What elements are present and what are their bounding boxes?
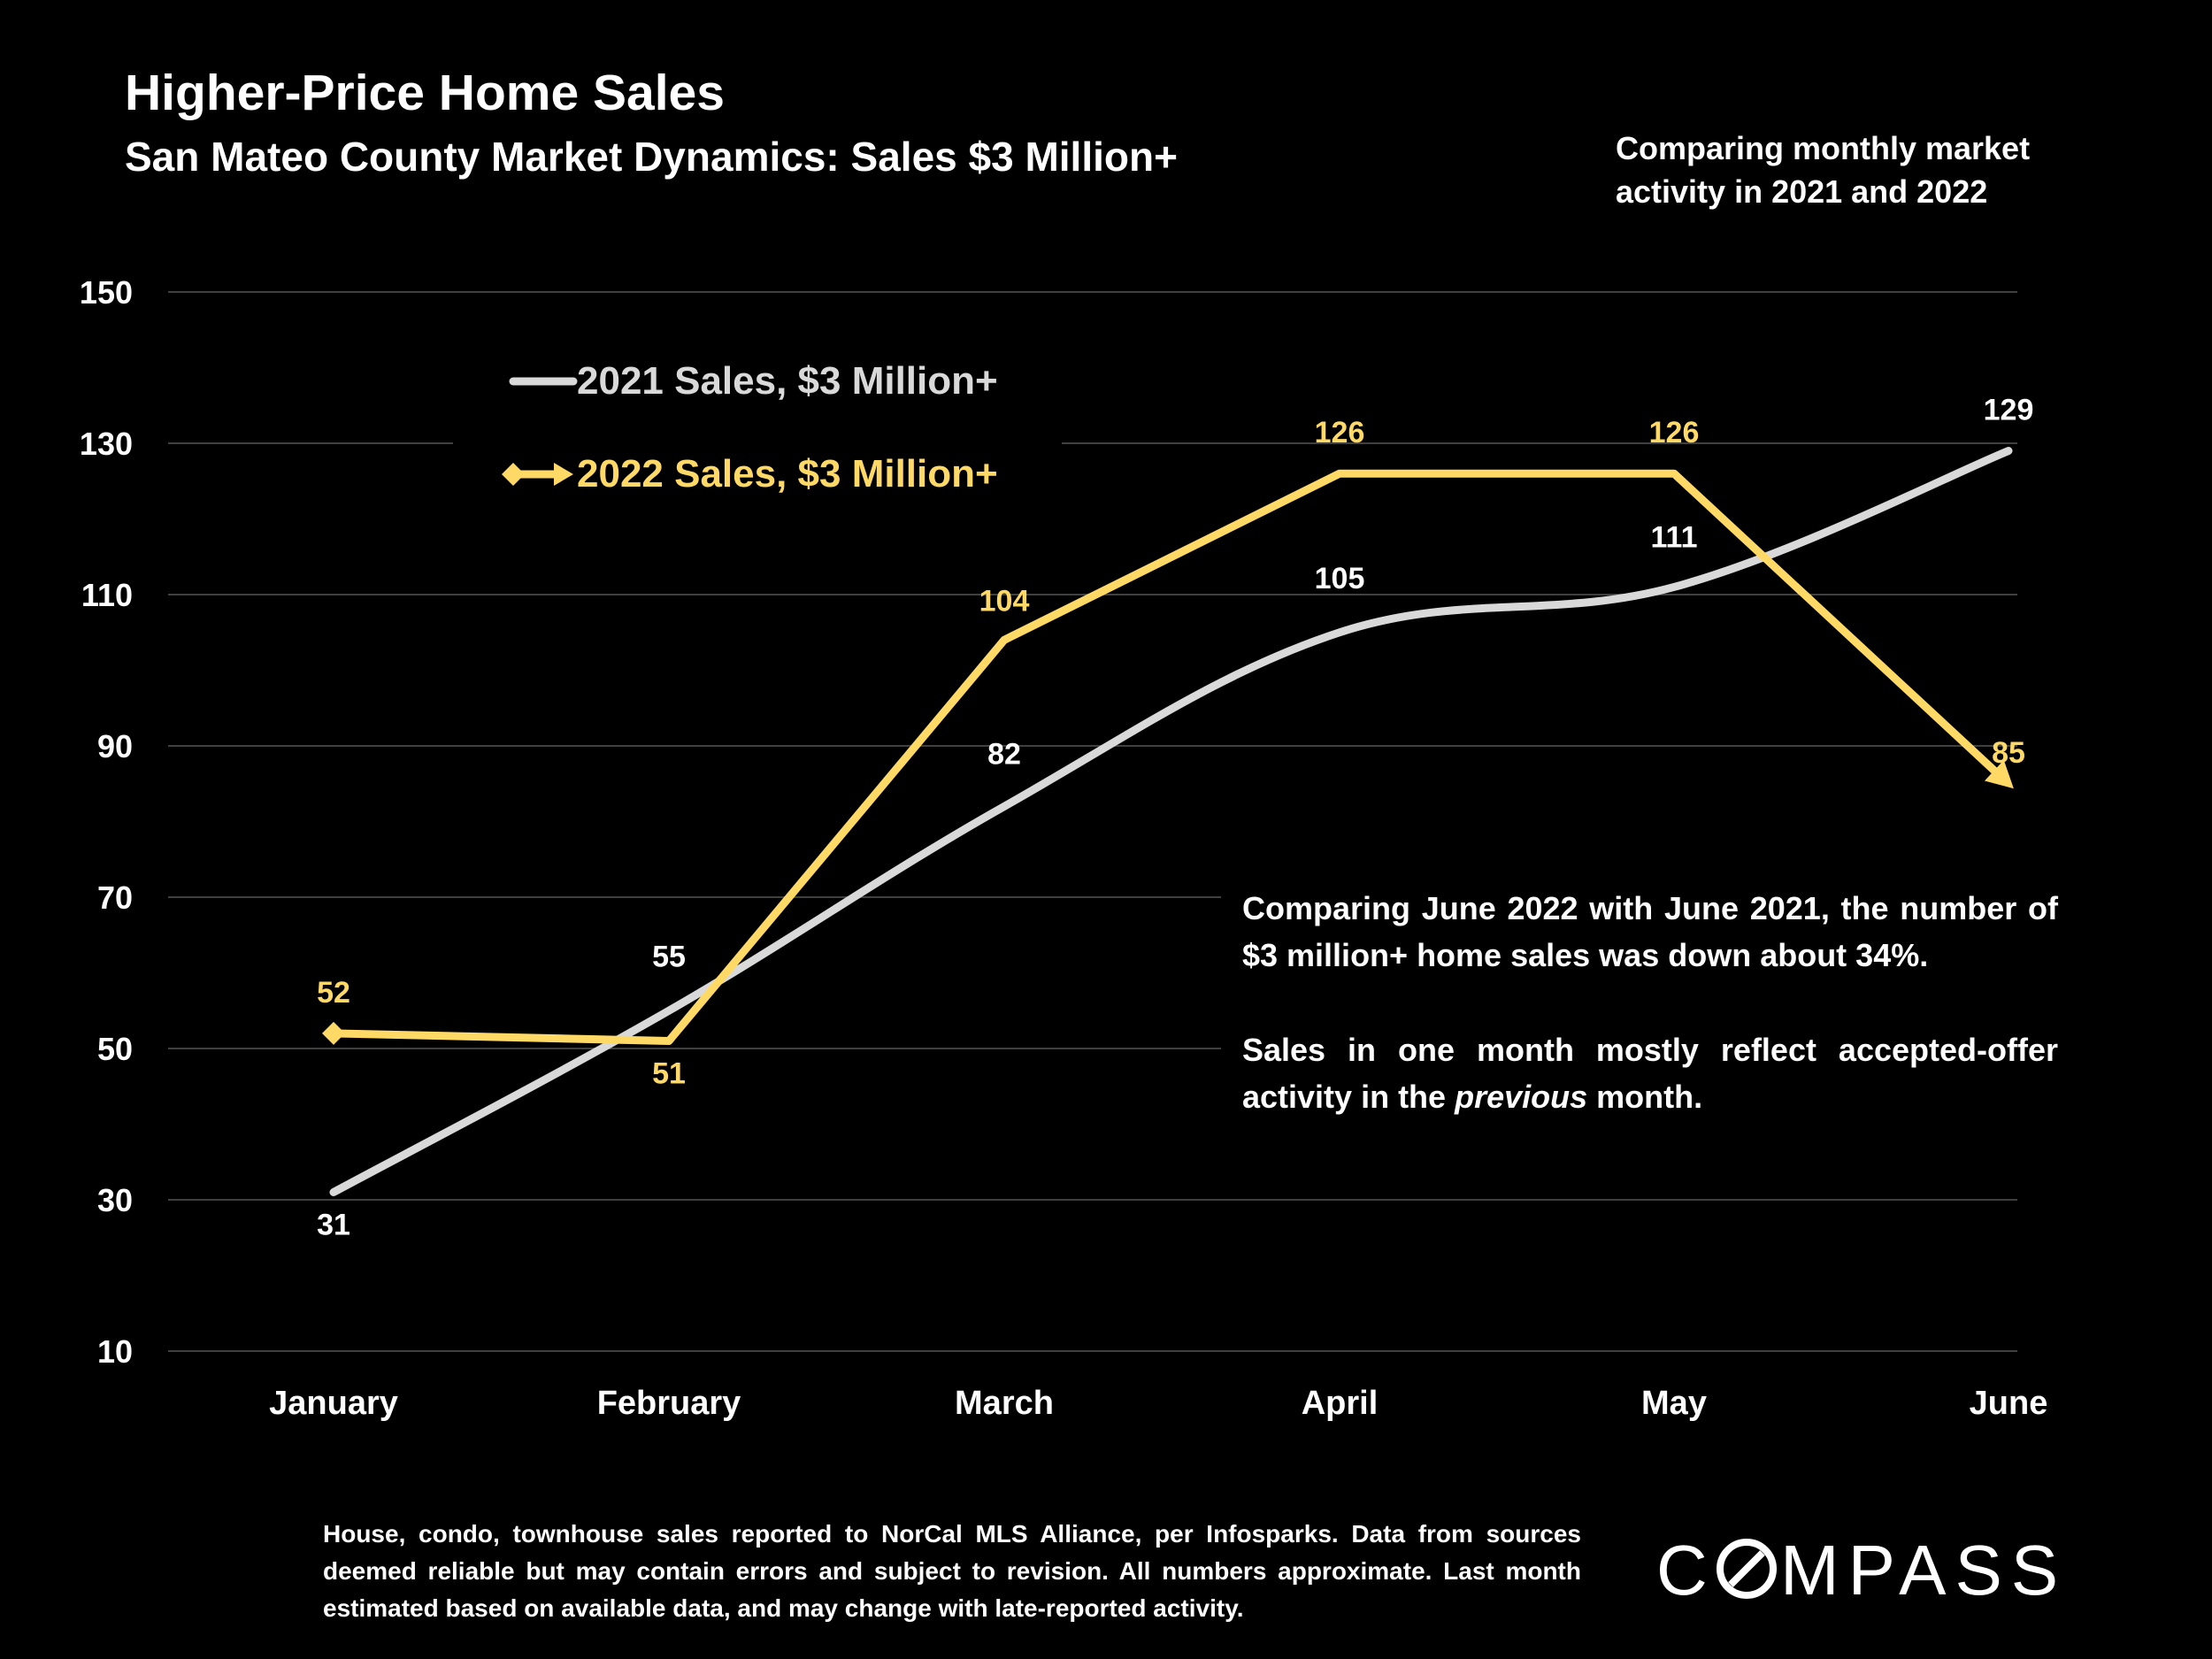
series-lines xyxy=(322,447,2014,1196)
data-label-2022: 126 xyxy=(1315,416,1365,449)
callout-text-2: Sales in one month mostly reflect accept… xyxy=(1242,1026,2058,1120)
x-tick-label: January xyxy=(269,1385,398,1422)
data-labels: 31 55 82 105 111 129 52 51 104 126 126 85 xyxy=(317,394,2033,1242)
data-label-2021: 55 xyxy=(652,940,686,973)
data-label-2022: 51 xyxy=(652,1056,686,1090)
legend-2022-label: 2022 Sales, $3 Million+ xyxy=(577,452,998,495)
y-tick-label: 10 xyxy=(97,1333,133,1370)
x-tick-label: May xyxy=(1641,1385,1707,1422)
legend-2021-label: 2021 Sales, $3 Million+ xyxy=(577,359,998,403)
x-tick-label: April xyxy=(1302,1385,1379,1422)
series-2022-arrow-marker xyxy=(1984,760,2014,789)
data-label-2022: 52 xyxy=(317,976,350,1010)
callout-text-2-suffix: month. xyxy=(1587,1079,1703,1115)
x-tick-label: February xyxy=(597,1385,741,1422)
callout-text-2-prefix: Sales in one month mostly reflect accept… xyxy=(1242,1032,2058,1115)
chart-subtitle: San Mateo County Market Dynamics: Sales … xyxy=(125,134,1178,180)
compass-logo: COMPASS xyxy=(1656,1532,2058,1602)
y-tick-label: 50 xyxy=(97,1031,133,1067)
source-footnote: House, condo, townhouse sales reported t… xyxy=(323,1520,1581,1622)
legend-2022-arrow-icon xyxy=(554,463,573,486)
x-axis-ticks: January February March April May June xyxy=(269,1385,2047,1422)
gridlines xyxy=(168,291,2017,1352)
data-label-2022: 104 xyxy=(979,584,1030,618)
callout-text-2-emphasis: previous xyxy=(1455,1079,1588,1115)
compass-o-icon xyxy=(1717,1539,1777,1599)
y-tick-label: 30 xyxy=(97,1182,133,1218)
legend-2022-diamond-icon xyxy=(502,463,525,486)
legend-background xyxy=(453,336,1062,529)
series-2022-diamond-marker xyxy=(322,1021,345,1045)
comparison-note: Comparing monthly market activity in 202… xyxy=(1616,130,2031,210)
data-label-2021: 105 xyxy=(1315,562,1365,595)
data-label-2022: 85 xyxy=(1992,736,2025,770)
y-tick-label: 110 xyxy=(81,577,133,613)
y-axis-ticks: 10 30 50 70 90 110 130 150 xyxy=(80,274,133,1370)
legend: 2021 Sales, $3 Million+ 2022 Sales, $3 Mi… xyxy=(453,336,1062,529)
x-tick-label: March xyxy=(955,1385,1054,1422)
x-tick-label: June xyxy=(1970,1385,2048,1422)
callout-box: Comparing June 2022 with June 2021, the … xyxy=(1221,885,2097,1186)
data-label-2021: 129 xyxy=(1984,394,2034,427)
data-label-2021: 82 xyxy=(987,737,1021,771)
series-2022-line xyxy=(333,469,1999,1045)
chart-title: Higher-Price Home Sales xyxy=(125,65,725,121)
y-tick-label: 150 xyxy=(80,274,133,311)
y-tick-label: 70 xyxy=(97,879,133,916)
data-label-2022: 126 xyxy=(1649,416,1700,449)
y-tick-label: 90 xyxy=(97,728,133,764)
y-tick-label: 130 xyxy=(80,426,133,462)
data-label-2021: 111 xyxy=(1651,520,1698,554)
callout-text-1: Comparing June 2022 with June 2021, the … xyxy=(1242,890,2058,973)
data-label-2021: 31 xyxy=(317,1208,350,1241)
